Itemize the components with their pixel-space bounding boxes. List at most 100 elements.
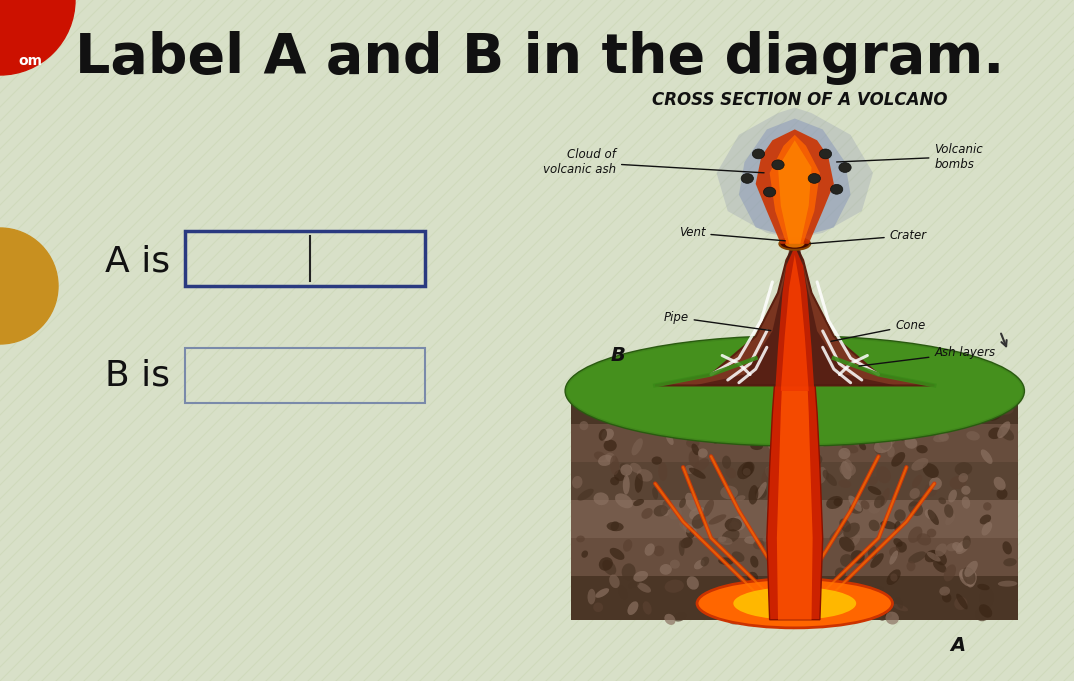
Ellipse shape [793,459,806,473]
Ellipse shape [837,394,855,402]
Ellipse shape [925,550,939,563]
Ellipse shape [912,475,923,488]
Ellipse shape [953,542,963,552]
Ellipse shape [942,592,952,603]
Ellipse shape [819,149,831,159]
Ellipse shape [695,458,709,471]
Ellipse shape [783,530,794,539]
Ellipse shape [895,521,901,531]
Ellipse shape [708,402,717,415]
Bar [571,424,1018,462]
Ellipse shape [887,446,895,458]
Ellipse shape [697,579,892,628]
Ellipse shape [940,586,950,596]
Ellipse shape [788,522,807,534]
Ellipse shape [896,541,906,553]
Ellipse shape [764,187,775,197]
Ellipse shape [807,535,823,548]
Ellipse shape [874,438,892,453]
Ellipse shape [566,336,1024,445]
Ellipse shape [841,461,852,479]
Ellipse shape [787,455,803,469]
Ellipse shape [875,416,885,426]
Ellipse shape [851,409,861,424]
Ellipse shape [828,601,843,620]
Ellipse shape [806,565,816,575]
Ellipse shape [875,400,885,413]
Ellipse shape [885,612,899,624]
Ellipse shape [609,575,620,588]
Ellipse shape [750,556,758,568]
Ellipse shape [839,163,852,172]
Ellipse shape [642,601,652,615]
Ellipse shape [799,526,812,539]
Ellipse shape [743,409,763,422]
Ellipse shape [663,499,671,511]
Ellipse shape [774,415,787,426]
Ellipse shape [761,412,773,428]
Polygon shape [775,247,814,391]
Ellipse shape [979,588,993,607]
Ellipse shape [806,525,818,535]
Ellipse shape [794,475,803,483]
Ellipse shape [731,516,745,530]
Ellipse shape [768,610,782,622]
Ellipse shape [808,174,821,183]
Ellipse shape [741,174,754,183]
Ellipse shape [816,467,827,484]
Polygon shape [716,108,873,238]
Ellipse shape [652,456,662,464]
Ellipse shape [744,536,757,544]
Text: A: A [950,636,966,655]
Ellipse shape [607,522,624,531]
Ellipse shape [927,528,937,537]
Ellipse shape [572,476,582,488]
Ellipse shape [845,459,853,471]
Ellipse shape [809,520,822,529]
Ellipse shape [974,399,984,413]
Ellipse shape [694,560,705,569]
Ellipse shape [785,240,804,248]
Ellipse shape [579,421,589,430]
Ellipse shape [863,396,873,407]
Ellipse shape [885,426,896,437]
Ellipse shape [895,509,905,522]
Ellipse shape [698,448,708,458]
Ellipse shape [679,540,684,556]
Ellipse shape [839,537,855,552]
Ellipse shape [846,413,859,423]
Ellipse shape [993,477,1005,490]
Ellipse shape [577,535,585,542]
Polygon shape [739,118,851,238]
Ellipse shape [652,487,658,500]
Ellipse shape [905,407,917,417]
Ellipse shape [829,527,845,540]
Ellipse shape [967,571,976,588]
Ellipse shape [772,160,784,170]
Ellipse shape [984,408,1002,421]
Ellipse shape [975,607,990,621]
Ellipse shape [692,513,706,528]
Ellipse shape [840,462,856,477]
Ellipse shape [728,430,740,443]
Ellipse shape [736,495,745,501]
Ellipse shape [834,567,846,580]
Ellipse shape [918,423,930,434]
Text: Vent: Vent [679,226,785,241]
Ellipse shape [870,553,884,568]
Ellipse shape [767,577,778,588]
Ellipse shape [603,560,616,575]
Ellipse shape [904,437,917,449]
Ellipse shape [710,424,722,443]
Ellipse shape [879,435,891,450]
Ellipse shape [847,599,860,612]
Ellipse shape [661,504,671,516]
Polygon shape [778,140,812,244]
Ellipse shape [748,572,758,583]
Text: Ash layers: Ash layers [859,346,996,366]
Ellipse shape [796,558,804,569]
Ellipse shape [789,502,801,508]
Ellipse shape [644,543,655,556]
Ellipse shape [865,413,877,425]
Ellipse shape [628,402,642,408]
